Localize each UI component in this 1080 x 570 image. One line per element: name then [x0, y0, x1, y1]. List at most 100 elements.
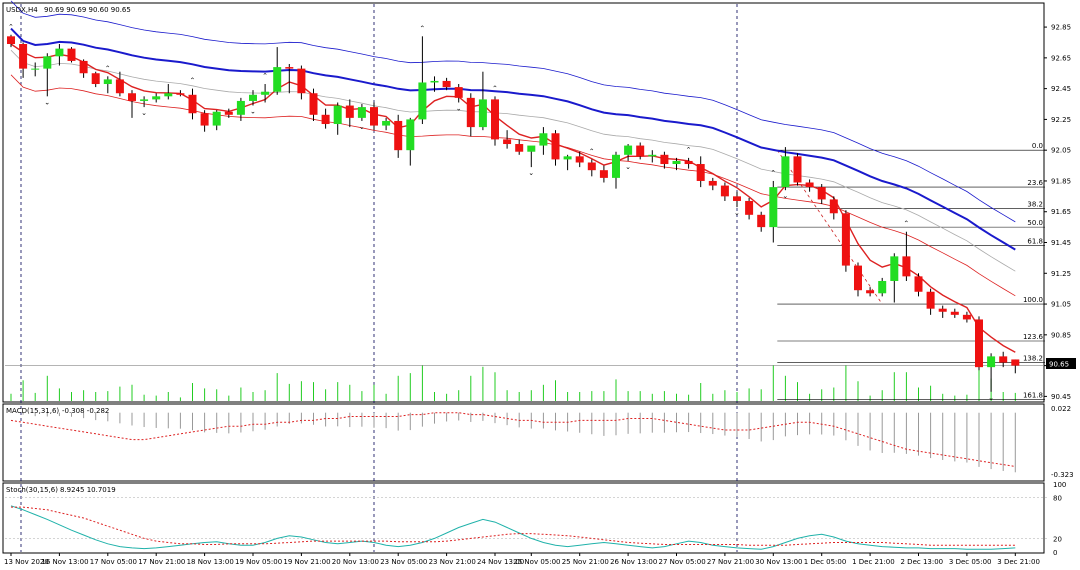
- candle-body: [841, 213, 850, 266]
- price-tick-label: 91.25: [1051, 270, 1071, 278]
- candle-body: [975, 319, 983, 368]
- time-axis-label: 24 Nov 13:00: [477, 558, 524, 566]
- candle-body: [866, 290, 875, 294]
- chart-grid: [20, 4, 738, 552]
- candle-body: [648, 154, 657, 157]
- candle-body: [684, 160, 693, 165]
- time-axis-label: 17 Nov 21:00: [138, 558, 185, 566]
- candle-body: [1011, 359, 1020, 366]
- current-price-tag: 90.65: [1049, 361, 1069, 369]
- candle-body: [200, 113, 209, 126]
- price-tick-label: 91.85: [1051, 177, 1071, 185]
- stoch-main-line: [10, 505, 1016, 550]
- fib-level-label: 23.6: [1027, 179, 1043, 187]
- candle-body: [950, 311, 959, 315]
- fractal-marker: ⌃: [419, 24, 425, 32]
- upper-envelope-line: [10, 0, 1016, 223]
- fractal-marker: ⌃: [105, 64, 111, 72]
- candle-body: [890, 256, 899, 281]
- candle-body: [708, 180, 717, 186]
- fractal-marker: ⌄: [141, 109, 147, 117]
- time-axis-label: 18 Nov 13:00: [187, 558, 234, 566]
- candle-body: [478, 99, 487, 128]
- fractal-marker: ⌃: [8, 23, 14, 31]
- fib-level-label: 0.0: [1032, 142, 1043, 150]
- candle-body: [188, 94, 197, 114]
- lower-envelope-line: [10, 74, 1016, 297]
- candle-body: [914, 276, 923, 292]
- candle-body: [854, 265, 862, 291]
- volume-bars: [10, 365, 1016, 401]
- fractal-marker: ⌄: [782, 192, 788, 200]
- time-axis-label: 1 Dec 05:00: [804, 558, 847, 566]
- candle-body: [7, 36, 15, 45]
- candle-body: [491, 99, 499, 140]
- macd-pane-frame: [2, 403, 1045, 482]
- chart-symbol-title: USDX,H4: [6, 6, 38, 14]
- candle-body: [599, 170, 608, 178]
- stoch-values: 8.9245 10.7019: [60, 486, 116, 494]
- candle-body: [79, 60, 88, 74]
- candle-body: [757, 214, 766, 228]
- candle-body: [612, 154, 620, 178]
- current-price-tag-bg: [1046, 358, 1076, 369]
- candle-body: [140, 99, 149, 101]
- candle-body: [696, 164, 705, 181]
- fractal-marker: ⌄: [625, 163, 631, 171]
- candle-body: [926, 291, 935, 309]
- candle-body: [67, 48, 76, 61]
- candle-body: [236, 100, 245, 115]
- time-axis-label: 3 Dec 05:00: [949, 558, 992, 566]
- candle-body: [55, 48, 64, 57]
- time-axis-label: 16 Nov 13:00: [41, 558, 88, 566]
- price-axis: 92.85 92.65 92.45 92.25 92.05 91.85 91.65 91.45…: [1044, 24, 1071, 401]
- time-axis-label: 19 Nov 21:00: [283, 558, 330, 566]
- candle-body: [164, 93, 173, 97]
- candle-body: [999, 356, 1008, 363]
- candle-body: [672, 160, 681, 165]
- price-tick-label: 91.05: [1051, 301, 1071, 309]
- candle-body: [745, 200, 754, 215]
- price-tick-label: 92.45: [1051, 85, 1071, 93]
- time-axis-label: 20 Nov 13:00: [332, 558, 379, 566]
- price-tick-label: 92.65: [1051, 54, 1071, 62]
- candle-body: [370, 107, 378, 126]
- candle-body: [878, 280, 887, 294]
- price-candles: ⌃ ⌄ ⌃ ⌄ ⌃ ⌄ ⌃ ⌄ ⌃ ⌄ ⌃ ⌄ ⌃ ⌄ ⌃ ⌄ ⌃ ⌄ ⌃ ⌄: [7, 23, 1020, 402]
- candle-body: [285, 67, 294, 69]
- time-axis-label: 17 Nov 05:00: [90, 558, 137, 566]
- stoch-signal-line: [11, 506, 1016, 546]
- candle-body: [720, 185, 729, 197]
- candle-body: [273, 67, 282, 92]
- time-axis-label: 23 Nov 05:00: [380, 558, 427, 566]
- candle-body: [805, 182, 814, 188]
- macd-series: 0.022 -0.323: [10, 405, 1074, 479]
- candle-body: [176, 93, 185, 95]
- candle-body: [31, 68, 40, 70]
- time-axis-label: 30 Nov 13:00: [755, 558, 802, 566]
- candle-body: [249, 94, 257, 101]
- fractal-marker: ⌃: [903, 220, 909, 228]
- candle-body: [394, 120, 403, 151]
- ma-blue-line: [10, 27, 1016, 251]
- candle-body: [19, 44, 28, 69]
- price-tick-label: 92.85: [1051, 24, 1071, 32]
- candle-body: [382, 120, 391, 126]
- time-axis-label: 2 Dec 13:00: [901, 558, 944, 566]
- candle-body: [551, 133, 560, 160]
- time-axis-label: 13 Nov 2020: [4, 558, 49, 566]
- candle-body: [660, 154, 669, 165]
- price-tick-label: 92.05: [1051, 147, 1071, 155]
- stoch-axis-label: 80: [1053, 495, 1062, 503]
- candle-body: [406, 119, 415, 151]
- fractal-marker: ⌃: [190, 77, 196, 85]
- fractal-marker: ⌄: [250, 108, 256, 116]
- candle-body: [261, 91, 270, 95]
- ohlc-readout: 90.69 90.69 90.60 90.65: [44, 6, 131, 14]
- candle-body: [91, 73, 100, 85]
- candle-body: [527, 145, 536, 152]
- candle-body: [575, 156, 584, 163]
- candle-body: [817, 187, 826, 200]
